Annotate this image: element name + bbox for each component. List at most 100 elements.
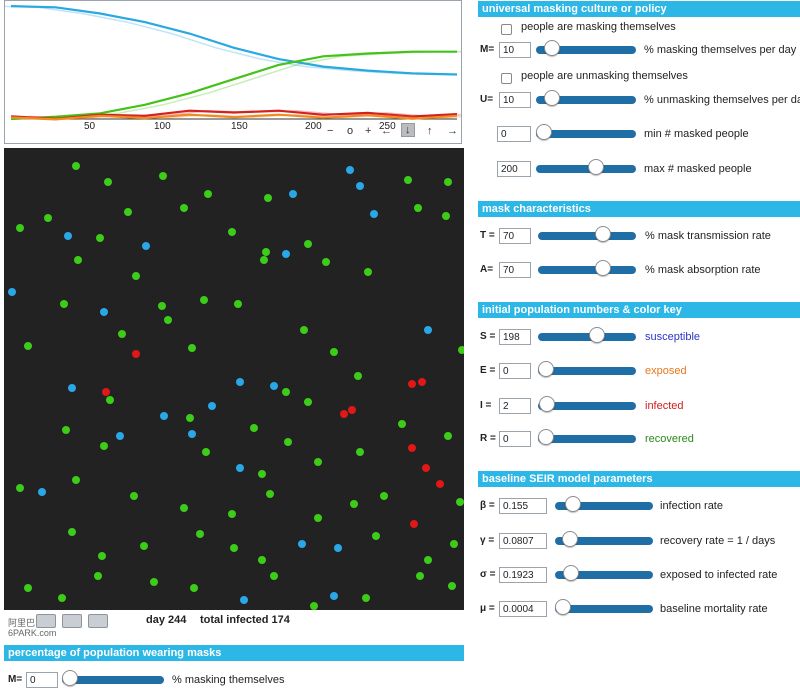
- e-input[interactable]: 0: [499, 363, 531, 379]
- agent-dot: [372, 532, 380, 540]
- u-input[interactable]: 10: [499, 92, 531, 108]
- sigma-slider[interactable]: [555, 565, 653, 581]
- m-desc: % masking themselves per day: [644, 44, 797, 56]
- agent-dot: [354, 372, 362, 380]
- agent-dot: [188, 344, 196, 352]
- i-input[interactable]: 2: [499, 398, 531, 414]
- wearing-m-slider[interactable]: [62, 670, 164, 686]
- section-header-population: initial population numbers & color key: [478, 302, 800, 318]
- slider-knob[interactable]: [588, 159, 605, 175]
- masking-checkbox[interactable]: [501, 24, 512, 35]
- slider-knob[interactable]: [561, 531, 578, 547]
- wearing-m-input[interactable]: 0: [26, 672, 58, 688]
- s-slider[interactable]: [538, 327, 636, 343]
- slider-knob[interactable]: [538, 361, 554, 377]
- masking-checkbox-label: people are masking themselves: [521, 21, 676, 33]
- agent-dot: [204, 190, 212, 198]
- agent-dot: [208, 402, 216, 410]
- agent-dot: [330, 348, 338, 356]
- slider-knob[interactable]: [536, 124, 552, 140]
- slider-knob[interactable]: [544, 90, 561, 106]
- pan-up-button[interactable]: ↑: [427, 125, 433, 137]
- agent-dot: [330, 592, 338, 600]
- agent-dot: [180, 204, 188, 212]
- mu-input[interactable]: 0.0004: [499, 601, 547, 617]
- i-slider[interactable]: [538, 396, 636, 412]
- agent-dot: [314, 458, 322, 466]
- m-slider[interactable]: [536, 40, 636, 56]
- unmasking-checkbox[interactable]: [501, 73, 512, 84]
- slider-knob[interactable]: [564, 496, 581, 512]
- s-label: S =: [480, 331, 496, 342]
- agent-dot: [304, 398, 312, 406]
- slider-knob[interactable]: [563, 565, 580, 581]
- t-label: T =: [480, 230, 495, 241]
- min-masked-input[interactable]: 0: [497, 126, 531, 142]
- agent-dot: [346, 166, 354, 174]
- agent-dot: [72, 162, 80, 170]
- agent-dot: [422, 464, 430, 472]
- t-input[interactable]: 70: [499, 228, 531, 244]
- play-button[interactable]: [36, 614, 56, 628]
- zoom-in-button[interactable]: +: [365, 125, 372, 137]
- s-input[interactable]: 198: [499, 329, 531, 345]
- slider-knob[interactable]: [544, 40, 561, 56]
- agent-dot: [96, 234, 104, 242]
- slider-knob[interactable]: [62, 670, 78, 686]
- slider-knob[interactable]: [595, 226, 612, 242]
- x-tick-label: 50: [84, 121, 96, 132]
- gamma-input[interactable]: 0.0807: [499, 533, 547, 549]
- agent-dot: [68, 528, 76, 536]
- u-slider[interactable]: [536, 90, 636, 106]
- gamma-desc: recovery rate = 1 / days: [660, 535, 776, 547]
- agent-dot: [38, 488, 46, 496]
- agent-dot: [102, 388, 110, 396]
- pan-right-button[interactable]: →: [447, 125, 458, 137]
- max-masked-slider[interactable]: [536, 159, 636, 175]
- a-slider[interactable]: [538, 260, 636, 276]
- slider-knob[interactable]: [588, 327, 605, 343]
- agent-dot: [68, 384, 76, 392]
- zoom-out-button[interactable]: −: [327, 125, 334, 137]
- agent-dot: [142, 242, 150, 250]
- gamma-slider[interactable]: [555, 531, 653, 547]
- day-counter: day 244: [146, 614, 187, 626]
- agent-dot: [442, 212, 450, 220]
- mu-slider[interactable]: [555, 599, 653, 615]
- sigma-input[interactable]: 0.1923: [499, 567, 547, 583]
- agent-dot: [348, 406, 356, 414]
- r-slider[interactable]: [538, 429, 636, 445]
- a-input[interactable]: 70: [499, 262, 531, 278]
- simulation-canvas[interactable]: [4, 148, 464, 610]
- pan-down-button[interactable]: ↓: [401, 123, 415, 137]
- t-slider[interactable]: [538, 226, 636, 242]
- pan-left-button[interactable]: ←: [381, 125, 392, 137]
- agent-dot: [416, 572, 424, 580]
- agent-dot: [202, 448, 210, 456]
- agent-dot: [116, 432, 124, 440]
- section-header-wearing: percentage of population wearing masks: [4, 645, 464, 661]
- e-slider[interactable]: [538, 361, 636, 377]
- wearing-m-label: M=: [8, 674, 23, 685]
- slider-knob[interactable]: [538, 396, 555, 412]
- slider-knob[interactable]: [595, 260, 612, 276]
- slider-knob[interactable]: [538, 429, 554, 445]
- beta-input[interactable]: 0.155: [499, 498, 547, 514]
- beta-slider[interactable]: [555, 496, 653, 512]
- reset-button[interactable]: [88, 614, 108, 628]
- step-button[interactable]: [62, 614, 82, 628]
- m-input[interactable]: 10: [499, 42, 531, 58]
- slider-knob[interactable]: [555, 599, 571, 615]
- max-masked-input[interactable]: 200: [497, 161, 531, 177]
- agent-dot: [408, 380, 416, 388]
- zoom-reset-button[interactable]: o: [347, 125, 354, 137]
- agent-dot: [186, 414, 194, 422]
- min-masked-slider[interactable]: [536, 124, 636, 140]
- series-line: [10, 5, 458, 76]
- r-input[interactable]: 0: [499, 431, 531, 447]
- agent-dot: [118, 330, 126, 338]
- agent-dot: [98, 552, 106, 560]
- agent-dot: [298, 540, 306, 548]
- m-label: M=: [480, 44, 495, 55]
- agent-dot: [158, 302, 166, 310]
